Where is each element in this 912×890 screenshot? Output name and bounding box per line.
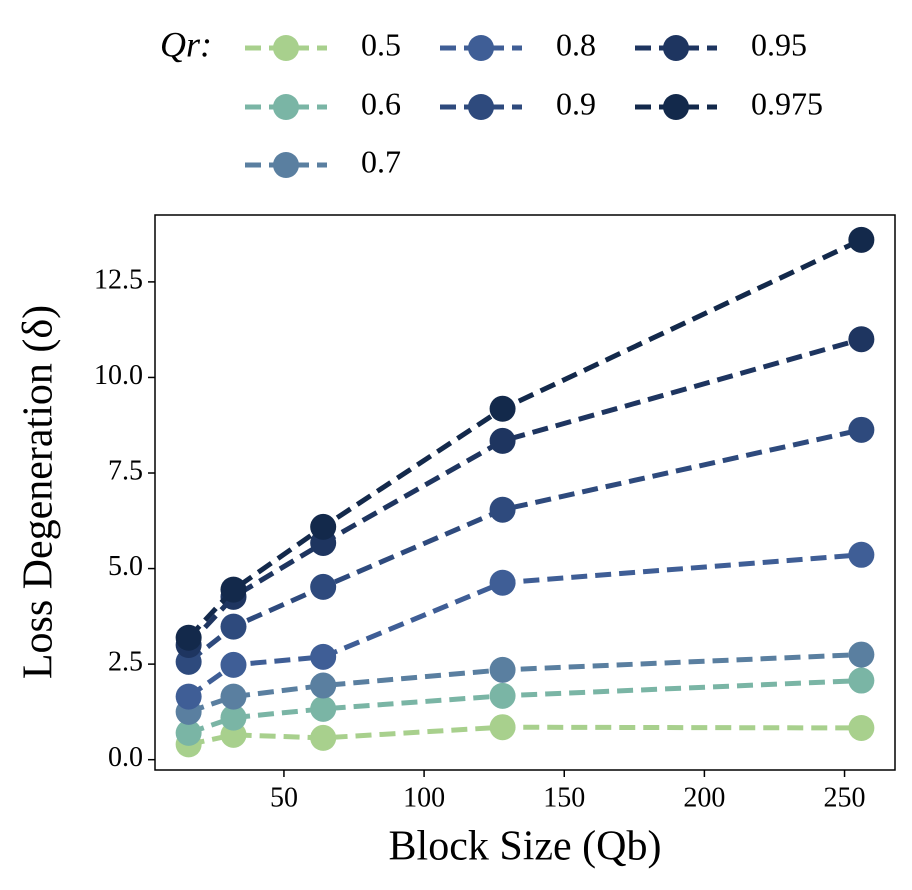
- legend-marker: [273, 94, 299, 120]
- legend-label: 0.95: [751, 26, 807, 62]
- y-axis-label: Loss Degeneration (δ): [16, 305, 62, 679]
- y-tick-label: 7.5: [108, 455, 143, 486]
- point: [310, 573, 337, 600]
- x-tick-label: 250: [824, 782, 866, 813]
- series-line: [186, 336, 863, 647]
- y-tick-label: 2.5: [108, 647, 143, 678]
- point: [310, 695, 337, 722]
- legend-label: 0.975: [751, 85, 823, 121]
- point: [220, 704, 247, 731]
- legend-label: 0.6: [361, 85, 401, 121]
- point: [848, 226, 875, 253]
- legend-marker: [273, 35, 299, 61]
- point: [310, 724, 337, 751]
- point: [848, 416, 875, 443]
- y-tick-label: 10.0: [94, 360, 143, 391]
- point: [489, 496, 516, 523]
- point: [220, 651, 247, 678]
- series-line: [187, 427, 862, 664]
- series-line: [187, 678, 862, 736]
- point: [848, 714, 875, 741]
- series-line: [187, 552, 862, 699]
- point: [310, 513, 337, 540]
- plot-frame: [154, 214, 896, 771]
- legend-label: 0.5: [361, 26, 401, 62]
- legend-label: 0.8: [556, 26, 596, 62]
- point: [310, 643, 337, 670]
- legend-marker: [468, 35, 494, 61]
- series-line: [187, 652, 862, 715]
- legend-title: Qr:: [160, 24, 212, 64]
- point: [175, 719, 202, 746]
- point: [489, 714, 516, 741]
- y-tick-label: 12.5: [94, 264, 143, 295]
- point: [220, 683, 247, 710]
- point: [175, 624, 202, 651]
- point: [848, 641, 875, 668]
- point: [489, 427, 516, 454]
- series-line: [188, 724, 862, 747]
- point: [848, 326, 875, 353]
- point: [220, 576, 247, 603]
- legend-marker: [468, 94, 494, 120]
- series-line: [186, 237, 863, 640]
- legend-label: 0.9: [556, 85, 596, 121]
- legend-marker: [663, 94, 689, 120]
- x-axis-label: Block Size (Qb): [389, 824, 662, 870]
- x-tick-label: 200: [683, 782, 725, 813]
- legend-marker: [273, 152, 299, 178]
- point: [220, 613, 247, 640]
- point: [489, 395, 516, 422]
- x-tick-label: 100: [403, 782, 445, 813]
- x-tick-label: 150: [543, 782, 585, 813]
- y-tick-label: 0.0: [108, 742, 143, 773]
- y-tick-label: 5.0: [108, 551, 143, 582]
- point: [175, 683, 202, 710]
- point: [848, 667, 875, 694]
- legend-label: 0.7: [361, 143, 401, 179]
- point: [489, 682, 516, 709]
- x-tick-label: 50: [270, 782, 298, 813]
- point: [489, 569, 516, 596]
- point: [489, 656, 516, 683]
- point: [310, 672, 337, 699]
- point: [848, 541, 875, 568]
- legend-marker: [663, 35, 689, 61]
